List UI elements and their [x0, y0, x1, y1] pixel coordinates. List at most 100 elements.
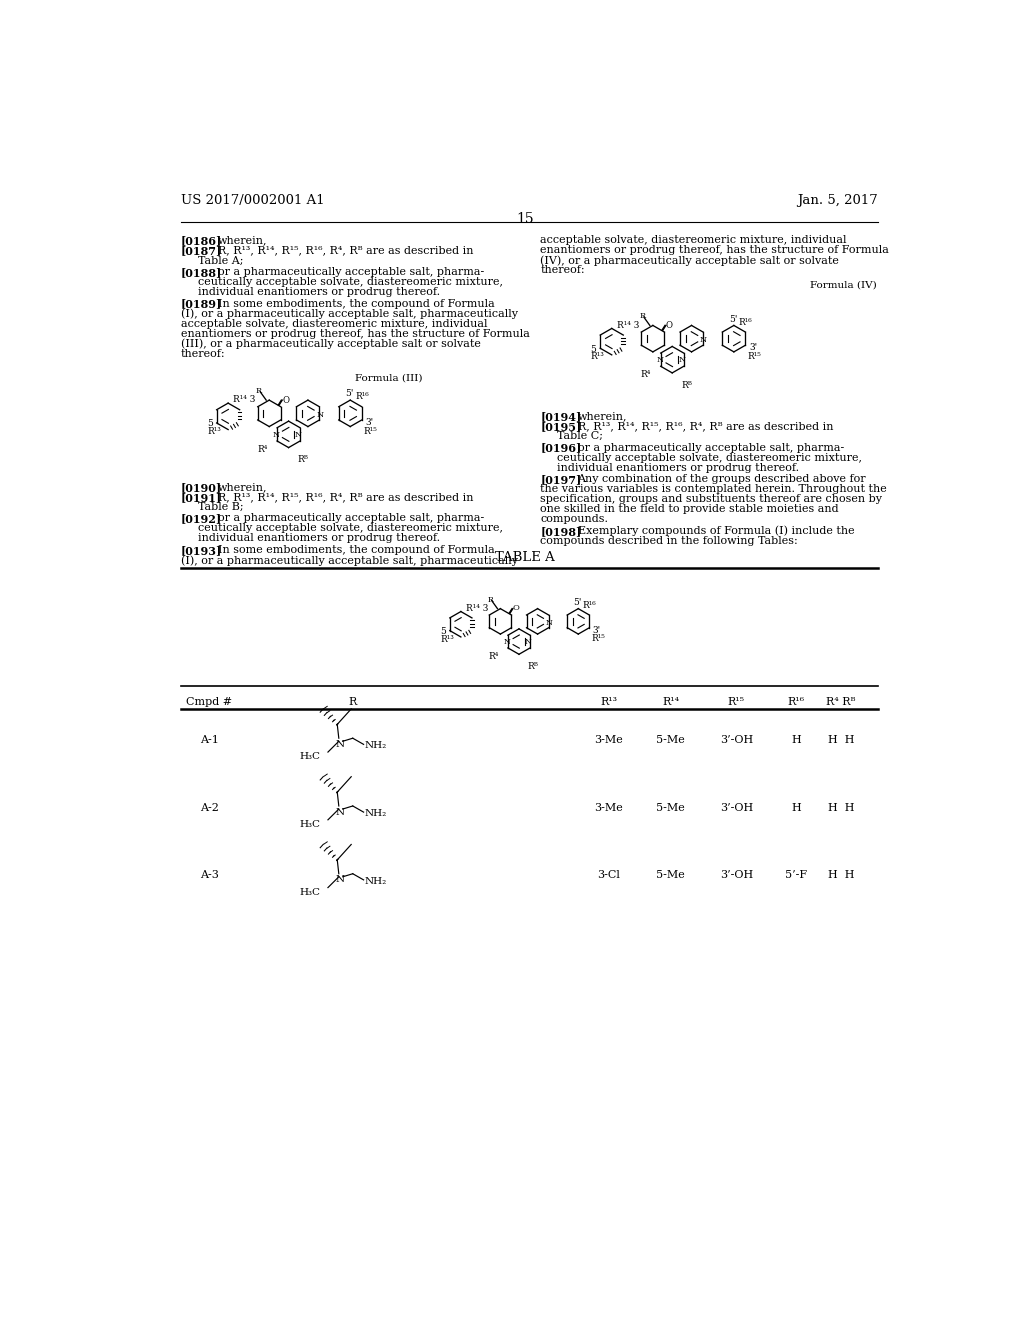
- Text: R: R: [487, 595, 494, 605]
- Text: [0195]: [0195]: [541, 421, 582, 432]
- Text: 5: 5: [440, 627, 446, 636]
- Text: R¹⁵: R¹⁵: [591, 634, 605, 643]
- Text: individual enantiomers or prodrug thereof.: individual enantiomers or prodrug thereo…: [198, 533, 440, 544]
- Text: R¹⁶: R¹⁶: [787, 697, 805, 706]
- Text: individual enantiomers or prodrug thereof.: individual enantiomers or prodrug thereo…: [198, 286, 440, 297]
- Text: [0194]: [0194]: [541, 411, 582, 422]
- Text: 5-Me: 5-Me: [656, 870, 685, 880]
- Text: N: N: [336, 875, 345, 884]
- Text: N: N: [295, 430, 302, 438]
- Text: H  H: H H: [827, 870, 854, 880]
- Text: R⁴: R⁴: [257, 445, 267, 454]
- Text: (III), or a pharmaceutically acceptable salt or solvate: (III), or a pharmaceutically acceptable …: [180, 339, 480, 350]
- Text: 3': 3': [749, 343, 757, 352]
- Text: N: N: [656, 356, 664, 364]
- Text: 5-Me: 5-Me: [656, 735, 685, 744]
- Text: 3': 3': [593, 626, 601, 635]
- Text: ceutically acceptable solvate, diastereomeric mixture,: ceutically acceptable solvate, diastereo…: [198, 277, 503, 286]
- Text: [0190]: [0190]: [180, 482, 222, 492]
- Text: Rᴮ: Rᴮ: [681, 380, 692, 389]
- Text: 15: 15: [516, 213, 534, 226]
- Text: R¹⁶: R¹⁶: [583, 601, 597, 610]
- Text: R¹⁴ 3: R¹⁴ 3: [233, 395, 255, 404]
- Text: ceutically acceptable solvate, diastereomeric mixture,: ceutically acceptable solvate, diastereo…: [557, 453, 862, 462]
- Text: A-2: A-2: [200, 803, 219, 813]
- Text: R¹³: R¹³: [591, 352, 604, 362]
- Text: [0191]: [0191]: [180, 492, 222, 503]
- Text: enantiomers or prodrug thereof, has the structure of Formula: enantiomers or prodrug thereof, has the …: [541, 246, 889, 255]
- Text: compounds described in the following Tables:: compounds described in the following Tab…: [541, 536, 798, 545]
- Text: 3’-OH: 3’-OH: [720, 735, 753, 744]
- Text: H  H: H H: [827, 803, 854, 813]
- Text: 5: 5: [591, 345, 596, 354]
- Text: R, R¹³, R¹⁴, R¹⁵, R¹⁶, R⁴, Rᴮ are as described in: R, R¹³, R¹⁴, R¹⁵, R¹⁶, R⁴, Rᴮ are as des…: [218, 492, 473, 502]
- Text: O: O: [282, 396, 289, 404]
- Text: N: N: [504, 638, 511, 645]
- Text: one skilled in the field to provide stable moieties and: one skilled in the field to provide stab…: [541, 504, 839, 513]
- Text: (IV), or a pharmaceutically acceptable salt or solvate: (IV), or a pharmaceutically acceptable s…: [541, 256, 840, 267]
- Text: Any combination of the groups described above for: Any combination of the groups described …: [578, 474, 866, 484]
- Text: R⁴: R⁴: [488, 652, 499, 661]
- Text: R¹⁵: R¹⁵: [748, 352, 761, 360]
- Text: R¹⁶: R¹⁶: [738, 318, 753, 326]
- Text: R⁴ Rᴮ: R⁴ Rᴮ: [826, 697, 856, 706]
- Text: R: R: [348, 697, 357, 706]
- Text: 5-Me: 5-Me: [656, 803, 685, 813]
- Text: Table B;: Table B;: [198, 502, 244, 512]
- Text: or a pharmaceutically acceptable salt, pharma-: or a pharmaceutically acceptable salt, p…: [218, 513, 484, 523]
- Text: 3-Me: 3-Me: [594, 735, 623, 744]
- Text: thereof:: thereof:: [541, 265, 585, 276]
- Text: R¹³: R¹³: [600, 697, 617, 706]
- Text: N: N: [678, 356, 685, 364]
- Text: 5’-F: 5’-F: [785, 870, 807, 880]
- Text: NH₂: NH₂: [365, 742, 387, 750]
- Text: R¹⁴ 3: R¹⁴ 3: [616, 321, 639, 330]
- Text: N: N: [336, 808, 345, 817]
- Text: (I), or a pharmaceutically acceptable salt, pharmaceutically: (I), or a pharmaceutically acceptable sa…: [180, 554, 518, 565]
- Text: Rᴮ: Rᴮ: [527, 661, 539, 671]
- Text: [0193]: [0193]: [180, 545, 222, 556]
- Text: Jan. 5, 2017: Jan. 5, 2017: [798, 194, 879, 207]
- Text: NH₂: NH₂: [365, 876, 387, 886]
- Text: H: H: [792, 735, 801, 744]
- Text: N: N: [546, 619, 553, 627]
- Text: or a pharmaceutically acceptable salt, pharma-: or a pharmaceutically acceptable salt, p…: [218, 267, 484, 277]
- Text: N: N: [336, 739, 345, 748]
- Text: thereof:: thereof:: [180, 348, 225, 359]
- Text: R¹⁴ 3: R¹⁴ 3: [466, 605, 487, 612]
- Text: TABLE A: TABLE A: [495, 552, 555, 564]
- Text: H  H: H H: [827, 735, 854, 744]
- Text: (I), or a pharmaceutically acceptable salt, pharmaceutically: (I), or a pharmaceutically acceptable sa…: [180, 309, 518, 319]
- Text: [0198]: [0198]: [541, 525, 582, 537]
- Text: R⁴: R⁴: [641, 371, 651, 379]
- Text: R, R¹³, R¹⁴, R¹⁵, R¹⁶, R⁴, Rᴮ are as described in: R, R¹³, R¹⁴, R¹⁵, R¹⁶, R⁴, Rᴮ are as des…: [578, 421, 833, 430]
- Text: R¹³: R¹³: [440, 635, 455, 644]
- Text: wherein,: wherein,: [218, 482, 267, 492]
- Text: [0197]: [0197]: [541, 474, 582, 486]
- Text: N: N: [524, 638, 531, 645]
- Text: wherein,: wherein,: [218, 235, 267, 246]
- Text: In some embodiments, the compound of Formula: In some embodiments, the compound of For…: [218, 298, 495, 309]
- Text: R¹⁵: R¹⁵: [728, 697, 744, 706]
- Text: N: N: [700, 337, 708, 345]
- Text: US 2017/0002001 A1: US 2017/0002001 A1: [180, 194, 325, 207]
- Text: Table C;: Table C;: [557, 430, 603, 441]
- Text: H₃C: H₃C: [299, 887, 321, 896]
- Text: R, R¹³, R¹⁴, R¹⁵, R¹⁶, R⁴, Rᴮ are as described in: R, R¹³, R¹⁴, R¹⁵, R¹⁶, R⁴, Rᴮ are as des…: [218, 246, 473, 255]
- Text: 3’-OH: 3’-OH: [720, 870, 753, 880]
- Text: Table A;: Table A;: [198, 256, 244, 265]
- Text: R¹³: R¹³: [207, 428, 221, 436]
- Text: [0189]: [0189]: [180, 298, 222, 310]
- Text: ceutically acceptable solvate, diastereomeric mixture,: ceutically acceptable solvate, diastereo…: [198, 524, 503, 533]
- Text: [0187]: [0187]: [180, 246, 222, 256]
- Text: wherein,: wherein,: [578, 411, 627, 421]
- Text: 5': 5': [345, 389, 353, 399]
- Text: the various variables is contemplated herein. Throughout the: the various variables is contemplated he…: [541, 484, 887, 494]
- Text: R¹⁴: R¹⁴: [662, 697, 679, 706]
- Text: O: O: [666, 321, 673, 330]
- Text: H: H: [792, 803, 801, 813]
- Text: R: R: [256, 387, 262, 395]
- Text: 5: 5: [207, 420, 213, 429]
- Text: Cmpd #: Cmpd #: [186, 697, 232, 706]
- Text: H₃C: H₃C: [299, 820, 321, 829]
